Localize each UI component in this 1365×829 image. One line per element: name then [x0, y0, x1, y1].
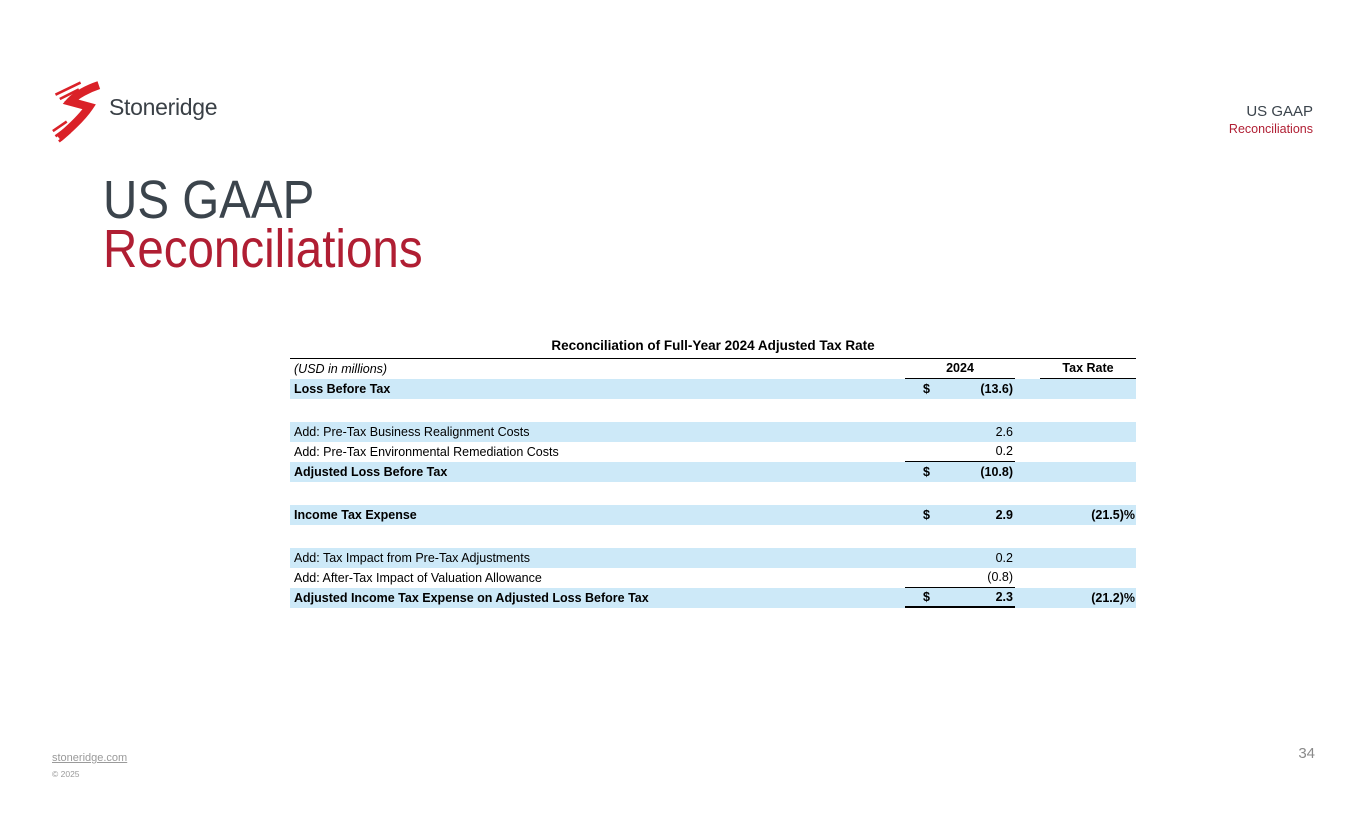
- page-title-line1: US GAAP: [103, 170, 315, 230]
- row-rate: [1040, 442, 1136, 462]
- table-header-row: (USD in millions) 2024 Tax Rate: [290, 358, 1136, 379]
- row-dollar: [905, 422, 940, 442]
- page-number: 34: [1298, 745, 1315, 762]
- logo-wordmark: Stoneridge: [109, 93, 218, 120]
- row-dollar: [905, 442, 940, 462]
- row-dollar: [905, 568, 940, 588]
- table-row-business-realignment: Add: Pre-Tax Business Realignment Costs …: [290, 422, 1136, 442]
- table-row-valuation-allowance: Add: After-Tax Impact of Valuation Allow…: [290, 568, 1136, 588]
- table-spacer-row: [290, 525, 1136, 548]
- table-row-income-tax-expense: Income Tax Expense $ 2.9 (21.5)%: [290, 505, 1136, 525]
- row-value: 2.3: [940, 588, 1015, 608]
- page-title-line2: Reconciliations: [103, 219, 423, 279]
- row-label: Adjusted Income Tax Expense on Adjusted …: [294, 590, 649, 605]
- row-label: Income Tax Expense: [294, 507, 417, 522]
- row-rate: [1040, 379, 1136, 399]
- page-title: US GAAP Reconciliations: [103, 170, 466, 279]
- column-header-year: 2024: [905, 359, 1015, 379]
- stoneridge-website-link[interactable]: stoneridge.com: [52, 752, 128, 764]
- row-dollar: [905, 548, 940, 568]
- row-rate: [1040, 422, 1136, 442]
- row-label: Adjusted Loss Before Tax: [294, 464, 448, 479]
- row-label: Add: Pre-Tax Environmental Remediation C…: [294, 444, 559, 459]
- stoneridge-logo: Stoneridge: [52, 80, 218, 144]
- table-row-adjusted-loss-before-tax: Adjusted Loss Before Tax $ (10.8): [290, 462, 1136, 482]
- units-label: (USD in millions): [294, 361, 388, 376]
- row-label: Add: Tax Impact from Pre-Tax Adjustments: [294, 550, 530, 565]
- table-row-environmental-remediation: Add: Pre-Tax Environmental Remediation C…: [290, 442, 1136, 462]
- reconciliation-table: (USD in millions) 2024 Tax Rate Loss Bef…: [290, 358, 1136, 608]
- row-dollar: $: [923, 381, 930, 396]
- reconciliation-table-block: Reconciliation of Full-Year 2024 Adjuste…: [290, 338, 1136, 608]
- row-label: Add: Pre-Tax Business Realignment Costs: [294, 424, 530, 439]
- row-rate: [1040, 548, 1136, 568]
- row-rate: [1040, 462, 1136, 482]
- row-label: Loss Before Tax: [294, 381, 391, 396]
- column-header-tax-rate: Tax Rate: [1040, 359, 1136, 379]
- footer: stoneridge.com © 2025: [52, 748, 127, 779]
- row-rate: [1040, 568, 1136, 588]
- corner-title-line1: US GAAP: [1246, 103, 1313, 120]
- row-rate: (21.5)%: [1091, 507, 1135, 522]
- copyright-text: © 2025: [52, 769, 80, 779]
- row-value: 0.2: [995, 550, 1013, 565]
- table-spacer-row: [290, 482, 1136, 505]
- corner-title-line2: Reconciliations: [1228, 122, 1313, 136]
- row-value: 0.2: [940, 442, 1015, 462]
- row-label: Add: After-Tax Impact of Valuation Allow…: [294, 570, 542, 585]
- row-value: (10.8): [980, 464, 1013, 479]
- row-value: (0.8): [940, 568, 1015, 588]
- table-title: Reconciliation of Full-Year 2024 Adjuste…: [551, 338, 875, 353]
- row-dollar: $: [923, 507, 930, 522]
- stoneridge-s-swoosh-icon: [52, 81, 101, 143]
- corner-header: US GAAP Reconciliations: [1229, 103, 1313, 136]
- table-row-loss-before-tax: Loss Before Tax $ (13.6): [290, 379, 1136, 399]
- table-spacer-row: [290, 399, 1136, 422]
- table-row-tax-impact-pretax-adjustments: Add: Tax Impact from Pre-Tax Adjustments…: [290, 548, 1136, 568]
- row-value: 2.9: [995, 507, 1013, 522]
- column-gap: [1015, 359, 1040, 379]
- table-row-adjusted-income-tax-expense: Adjusted Income Tax Expense on Adjusted …: [290, 588, 1136, 608]
- row-dollar: $: [905, 588, 940, 608]
- row-value: (13.6): [980, 381, 1013, 396]
- row-dollar: $: [923, 464, 930, 479]
- row-value: 2.6: [995, 424, 1013, 439]
- row-rate: (21.2)%: [1091, 590, 1135, 605]
